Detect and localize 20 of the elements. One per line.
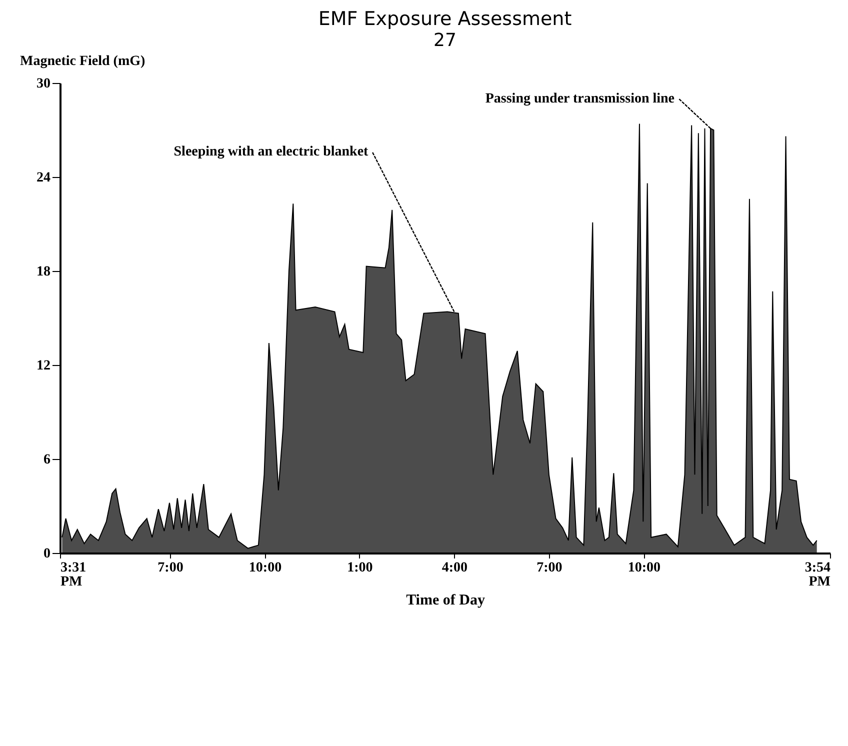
y-tick-label: 6 <box>44 452 50 468</box>
annotation: Passing under transmission line <box>485 91 675 106</box>
y-tick-label: 18 <box>36 264 50 280</box>
x-tick-label: 3:54 PM <box>804 560 830 590</box>
chart-title: EMF Exposure Assessment <box>318 8 572 30</box>
y-tick-label: 30 <box>36 76 50 92</box>
x-axis-title: Time of Day <box>406 592 486 608</box>
x-tick-label: 7:00 <box>536 560 562 576</box>
x-tick-label: 3:31 PM <box>60 560 86 590</box>
x-tick-label: 4:00 <box>442 560 468 576</box>
y-tick-label: 12 <box>36 358 50 374</box>
x-tick-label: 10:00 <box>248 560 282 576</box>
annotation: Sleeping with an electric blanket <box>174 144 369 160</box>
x-tick-label: 10:00 <box>628 560 661 576</box>
y-tick-label: 24 <box>36 170 50 186</box>
x-tick-label: 7:00 <box>158 560 184 576</box>
y-axis-title: Magnetic Field (mG) <box>20 54 146 69</box>
text: 27 <box>434 30 456 51</box>
y-tick-label: 0 <box>44 546 50 562</box>
x-tick-label: 1:00 <box>347 560 373 576</box>
